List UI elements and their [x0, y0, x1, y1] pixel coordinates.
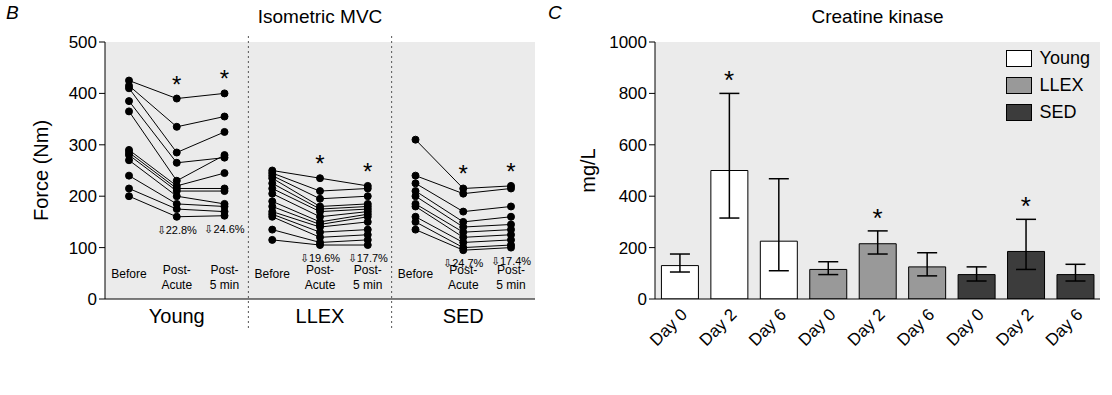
html-text:Young: Young: [1039, 48, 1090, 68]
svg-text:400: 400: [619, 187, 647, 206]
svg-text:⇩19.6%: ⇩19.6%: [300, 252, 340, 264]
svg-text:600: 600: [619, 136, 647, 155]
svg-text:Post-: Post-: [354, 263, 382, 277]
svg-text:⇩24.7%: ⇩24.7%: [443, 257, 483, 269]
svg-text:Day 6: Day 6: [1042, 305, 1087, 350]
svg-text:Day 2: Day 2: [844, 305, 889, 350]
svg-text:400: 400: [69, 84, 97, 103]
svg-text:5 min: 5 min: [353, 278, 382, 292]
svg-text:300: 300: [69, 136, 97, 155]
html-text:SED: SED: [1039, 102, 1077, 122]
svg-text:*: *: [506, 158, 515, 185]
svg-text:Day 2: Day 2: [992, 305, 1037, 350]
html-text:Creatine kinase: Creatine kinase: [811, 6, 944, 27]
svg-text:Day 6: Day 6: [745, 305, 790, 350]
svg-text:Acute: Acute: [161, 278, 192, 292]
svg-text:Day 0: Day 0: [646, 305, 691, 350]
svg-text:5 min: 5 min: [496, 278, 525, 292]
svg-text:Young: Young: [149, 305, 205, 327]
svg-text:Acute: Acute: [305, 278, 336, 292]
svg-text:Post-: Post-: [497, 263, 525, 277]
svg-text:Before: Before: [398, 267, 434, 281]
svg-text:0: 0: [638, 290, 647, 309]
svg-text:Before: Before: [111, 267, 147, 281]
svg-text:Day 6: Day 6: [893, 305, 938, 350]
svg-text:mg/L: mg/L: [577, 148, 599, 192]
svg-text:LLEX: LLEX: [296, 305, 345, 327]
svg-text:Before: Before: [255, 267, 291, 281]
svg-text:⇩17.7%: ⇩17.7%: [348, 252, 388, 264]
svg-text:Day 0: Day 0: [795, 305, 840, 350]
svg-text:*: *: [220, 65, 229, 92]
svg-text:Post-: Post-: [210, 263, 238, 277]
svg-text:*: *: [1021, 191, 1031, 221]
svg-text:SED: SED: [443, 305, 484, 327]
svg-text:0: 0: [88, 290, 97, 309]
svg-text:Day 2: Day 2: [696, 305, 741, 350]
svg-text:Post-: Post-: [306, 263, 334, 277]
svg-text:Post-: Post-: [163, 263, 191, 277]
svg-text:*: *: [315, 150, 324, 177]
svg-text:200: 200: [619, 239, 647, 258]
svg-text:Acute: Acute: [448, 278, 479, 292]
svg-text:⇩24.6%: ⇩24.6%: [204, 223, 244, 235]
svg-text:5 min: 5 min: [210, 278, 239, 292]
svg-text:100: 100: [69, 239, 97, 258]
svg-text:*: *: [724, 65, 734, 95]
html-text:C: C: [548, 2, 562, 23]
html-text:LLEX: LLEX: [1039, 75, 1084, 95]
svg-text:⇩22.8%: ⇩22.8%: [157, 224, 197, 236]
html-text:Isometric MVC: Isometric MVC: [257, 6, 383, 27]
svg-text:Day 0: Day 0: [943, 305, 988, 350]
svg-text:Post-: Post-: [449, 263, 478, 277]
svg-text:*: *: [459, 160, 468, 187]
svg-text:1000: 1000: [609, 33, 647, 52]
svg-text:Force (Nm): Force (Nm): [30, 120, 52, 221]
html-text:B: B: [6, 2, 19, 23]
svg-text:*: *: [363, 158, 372, 185]
svg-text:500: 500: [69, 33, 97, 52]
svg-text:200: 200: [69, 187, 97, 206]
svg-text:*: *: [172, 71, 181, 98]
svg-text:*: *: [872, 203, 882, 233]
svg-text:⇩17.4%: ⇩17.4%: [491, 255, 531, 267]
svg-text:800: 800: [619, 84, 647, 103]
